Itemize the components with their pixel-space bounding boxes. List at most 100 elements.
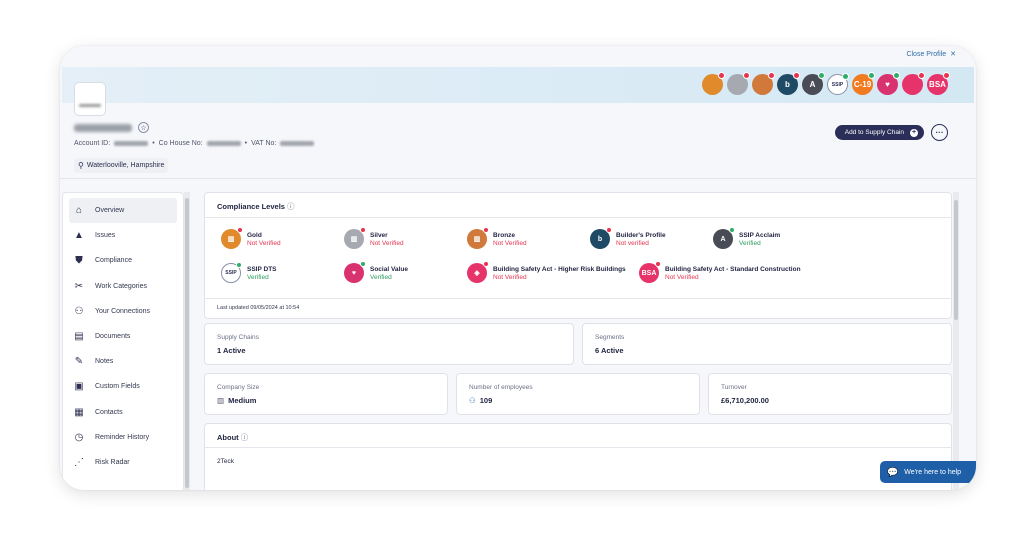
compliance-level-ssip-dts[interactable]: SSIP SSIP DTS Verified <box>221 262 277 283</box>
bsa-badge[interactable]: BSA <box>927 72 950 95</box>
compliance-level-social-value[interactable]: ♥ Social Value Verified <box>344 261 408 283</box>
not-verified-dot <box>793 72 800 79</box>
compliance-level-status: Not Verified <box>370 239 404 247</box>
compliance-level-ssip-acclaim[interactable]: A SSIP Acclaim Verified <box>713 227 780 249</box>
not-verified-dot <box>237 227 243 233</box>
header-badge-row: b A SSIP C-19 ♥ BSA <box>702 72 950 95</box>
ssip-dts-badge-text: SSIP <box>831 81 844 88</box>
chat-widget-button[interactable]: 💬 We're here to help <box>880 461 976 483</box>
favourite-star-icon[interactable]: ☆ <box>138 122 149 133</box>
compliance-badge-glyph: b <box>597 235 603 243</box>
account-id-value-redacted <box>114 141 149 146</box>
compliance-badge-icon: A <box>713 227 735 249</box>
close-profile-button[interactable]: Close Profile ✕ <box>906 50 956 59</box>
close-profile-label: Close Profile <box>906 50 947 58</box>
divider <box>205 447 952 448</box>
compliance-level-status: Not verified <box>616 239 649 247</box>
gold-badge[interactable] <box>702 72 725 95</box>
compliance-level-status: Verified <box>247 273 269 281</box>
sidebar-item-work-categories[interactable]: ✂ Work Categories <box>63 274 183 299</box>
sidebar-item-your-connections[interactable]: ⚇ Your Connections <box>63 299 183 324</box>
sidebar-item-contacts[interactable]: ▦ Contacts <box>63 400 183 425</box>
compliance-level-gold[interactable]: ▥ Gold Not Verified <box>221 227 281 249</box>
compliance-level-bronze[interactable]: ▥ Bronze Not Verified <box>467 227 527 249</box>
location-tag: ⚲ Waterlooville, Hampshire <box>74 158 169 173</box>
compliance-level-silver[interactable]: ▥ Silver Not Verified <box>344 227 404 249</box>
sidebar-item-compliance[interactable]: ⛊ Compliance <box>63 248 183 273</box>
sidebar-item-label: Work Categories <box>95 282 148 290</box>
company-logo <box>74 82 106 116</box>
segments-card[interactable]: Segments 6 Active <box>582 323 952 365</box>
sidebar-item-label: Overview <box>95 207 125 215</box>
contacts-icon: ▦ <box>74 406 84 418</box>
warning-icon: ▲ <box>74 230 84 242</box>
bronze-badge[interactable] <box>752 72 775 95</box>
supply-chains-label: Supply Chains <box>217 334 259 341</box>
compliance-badge-glyph: ▥ <box>227 236 235 243</box>
document-icon: ▤ <box>74 331 84 343</box>
vat-label: VAT No: <box>251 140 277 147</box>
compliance-badge-glyph: BSA <box>641 269 657 277</box>
covid-badge-text: C-19 <box>853 80 872 89</box>
sidebar-item-custom-fields[interactable]: ▣ Custom Fields <box>63 374 183 399</box>
info-icon[interactable]: ⓘ <box>240 433 249 442</box>
employees-value: 109 <box>479 396 493 405</box>
compliance-badge-icon: ▥ <box>344 227 366 249</box>
content-scrollbar[interactable] <box>953 192 959 490</box>
not-verified-dot <box>360 227 366 233</box>
about-text: 2Teck <box>217 458 234 465</box>
sidebar-item-issues[interactable]: ▲ Issues <box>63 223 183 248</box>
ssip-acclaim-badge-text: A <box>809 80 816 89</box>
supply-chains-value: 1 Active <box>217 346 246 355</box>
close-icon: ✕ <box>950 51 956 58</box>
social-value-badge[interactable]: ♥ <box>877 72 900 95</box>
builders-profile-badge[interactable]: b <box>777 72 800 95</box>
add-to-supply-chain-button[interactable]: Add to Supply Chain + <box>834 125 924 140</box>
radar-icon: ⋰ <box>74 456 84 468</box>
verified-dot <box>893 72 900 79</box>
sidebar-item-label: Reminder History <box>95 433 150 441</box>
company-name-redacted <box>74 124 132 132</box>
compliance-level-building-safety-act-standard-construction[interactable]: BSA Building Safety Act - Standard Constr… <box>639 261 801 283</box>
compliance-level-name: Building Safety Act - Higher Risk Buildi… <box>493 265 626 273</box>
verified-dot <box>360 261 366 267</box>
employees-card: Number of employees ⚇ 109 <box>456 373 700 415</box>
ssip-acclaim-badge[interactable]: A <box>802 72 825 95</box>
ssip-dts-badge[interactable]: SSIP <box>827 73 849 95</box>
compliance-level-status: Not Verified <box>247 239 281 247</box>
sidebar-item-reminder-history[interactable]: ◷ Reminder History <box>63 425 183 450</box>
divider <box>60 178 976 179</box>
covid-badge[interactable]: C-19 <box>852 72 875 95</box>
segments-value: 6 Active <box>595 346 624 355</box>
info-icon[interactable]: ⓘ <box>287 202 295 211</box>
sidebar-scrollbar[interactable] <box>184 192 190 490</box>
compliance-level-name: SSIP DTS <box>247 265 277 273</box>
company-identifiers: Account ID: • Co House No: • VAT No: <box>74 140 315 147</box>
location-text: Waterlooville, Hampshire <box>86 162 165 169</box>
bsa-hrb-badge[interactable] <box>902 72 925 95</box>
location-pin-icon: ⚲ <box>78 161 84 170</box>
more-options-button[interactable]: ··· <box>931 124 948 141</box>
sidebar-item-notes[interactable]: ✎ Notes <box>63 349 183 374</box>
about-card: About ⓘ 2Teck <box>204 423 952 490</box>
sidebar-item-label: Contacts <box>95 408 123 416</box>
compliance-level-building-safety-act-higher-risk-buildings[interactable]: ◈ Building Safety Act - Higher Risk Build… <box>467 261 626 283</box>
compliance-level-builder-s-profile[interactable]: b Builder's Profile Not verified <box>590 227 666 249</box>
not-verified-dot <box>718 72 725 79</box>
compliance-level-status: Not Verified <box>493 273 527 281</box>
building-icon: ▥ <box>217 396 225 405</box>
profile-panel: Close Profile ✕ b A SSIP C-19 ♥ BSA ☆ Account… <box>60 46 976 490</box>
supply-chains-card[interactable]: Supply Chains 1 Active <box>204 323 574 365</box>
sidebar-item-risk-radar[interactable]: ⋰ Risk Radar <box>63 450 183 475</box>
compliance-level-text: SSIP Acclaim Verified <box>739 231 780 248</box>
compliance-badge-glyph: ▥ <box>473 236 481 243</box>
compliance-level-name: Social Value <box>370 265 408 273</box>
sidebar-item-documents[interactable]: ▤ Documents <box>63 324 183 349</box>
verified-dot <box>842 73 849 80</box>
compliance-badge-icon: ▥ <box>467 227 489 249</box>
sidebar-item-overview[interactable]: ⌂ Overview <box>69 198 177 224</box>
shield-icon: ⛊ <box>75 255 83 267</box>
compliance-badge-icon: SSIP <box>221 262 242 283</box>
silver-badge[interactable] <box>727 72 750 95</box>
divider <box>205 298 952 299</box>
